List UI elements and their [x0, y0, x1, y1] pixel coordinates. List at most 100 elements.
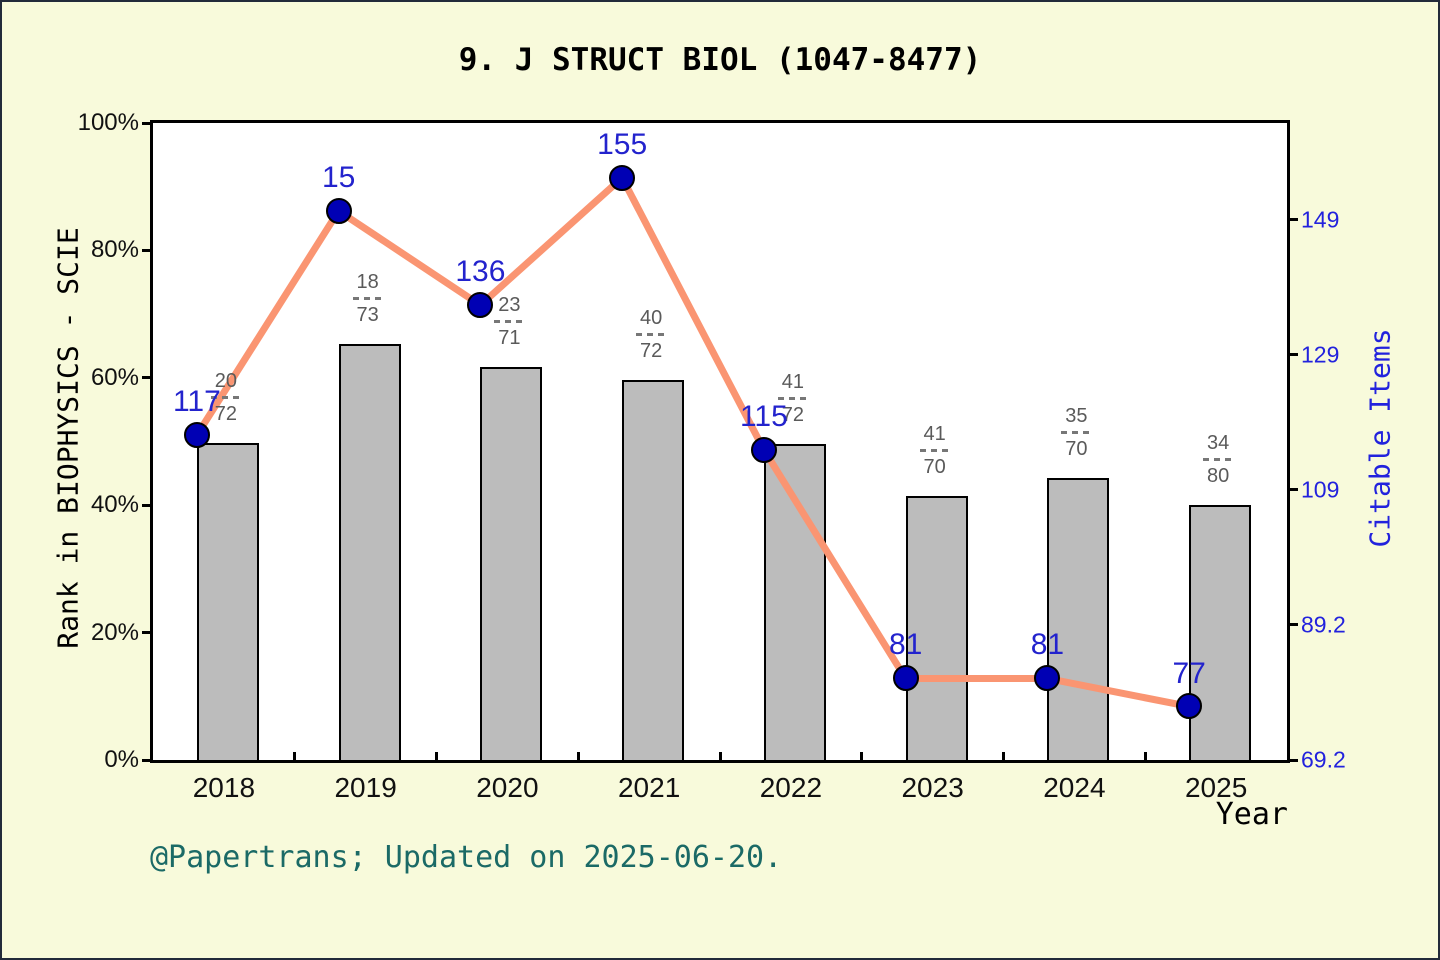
left-axis-tick-label: 20% — [90, 618, 139, 646]
line-point-2021 — [609, 164, 636, 191]
right-axis-tick — [1290, 758, 1298, 762]
left-axis-tick — [142, 248, 150, 252]
bar-2021 — [622, 380, 685, 760]
x-axis-tick — [860, 752, 864, 760]
footer-credit: @Papertrans; Updated on 2025-06-20. — [150, 840, 783, 875]
bar-fraction-label-2018: 20 72 — [210, 369, 241, 425]
fraction-numerator: 18 — [356, 270, 379, 293]
x-axis-tick-label-2025: 2025 — [1184, 772, 1248, 803]
x-axis-tick-label-2021: 2021 — [617, 772, 681, 803]
x-axis-tick — [293, 752, 297, 760]
bar-2024 — [1047, 478, 1110, 760]
fraction-numerator: 41 — [781, 370, 804, 393]
chart-title: 9. J STRUCT BIOL (1047-8477) — [458, 42, 982, 78]
x-axis-tick-label-2023: 2023 — [901, 772, 964, 803]
left-axis-tick-label: 0% — [104, 746, 139, 773]
right-axis-tick-label: 129 — [1301, 341, 1340, 368]
bar-fraction-label-2021: 40 72 — [636, 307, 667, 363]
line-point-label-2025: 77 — [1172, 656, 1206, 690]
fraction-denominator: 72 — [640, 340, 663, 363]
line-point-2025 — [1176, 693, 1203, 720]
x-axis-tick — [1143, 752, 1147, 760]
line-point-label-2021: 155 — [597, 127, 648, 161]
fraction-denominator: 70 — [923, 456, 946, 479]
x-axis-tick — [718, 752, 722, 760]
right-axis-tick — [1290, 353, 1298, 357]
bar-fraction-label-2025: 34 80 — [1203, 432, 1234, 488]
left-axis-tick — [142, 631, 150, 635]
fraction-divider — [919, 449, 950, 453]
left-axis-tick — [142, 758, 150, 762]
left-axis-tick-label: 40% — [90, 491, 139, 519]
line-point-label-2023: 81 — [888, 628, 923, 662]
fraction-denominator: 70 — [1065, 438, 1088, 461]
fraction-divider — [494, 319, 525, 323]
line-point-label-2024: 81 — [1030, 628, 1065, 662]
fraction-divider — [1203, 458, 1234, 462]
line-point-2023 — [892, 665, 919, 692]
fraction-numerator: 40 — [640, 307, 663, 330]
line-point-label-2019: 15 — [321, 160, 356, 194]
right-axis-tick — [1290, 623, 1298, 627]
left-axis-tick — [142, 121, 150, 125]
bar-2025 — [1189, 505, 1252, 760]
bar-fraction-label-2022: 41 72 — [777, 370, 808, 426]
left-axis-tick-label: 100% — [77, 109, 139, 136]
fraction-numerator: 34 — [1207, 432, 1230, 455]
bar-2019 — [338, 343, 401, 760]
x-axis-tick — [576, 752, 580, 760]
bar-fraction-label-2019: 18 73 — [352, 270, 383, 326]
x-axis-tick-label-2020: 2020 — [476, 772, 539, 803]
bar-2018 — [196, 442, 259, 760]
left-axis-tick-label: 80% — [90, 236, 139, 264]
right-axis-tick-label: 109 — [1301, 476, 1340, 503]
x-axis-tick — [1002, 752, 1005, 760]
fraction-denominator: 73 — [356, 303, 379, 326]
line-point-label-2020: 136 — [455, 255, 506, 289]
bar-fraction-label-2020: 23 71 — [494, 293, 525, 349]
right-axis-tick-label: 69.2 — [1301, 746, 1346, 773]
right-axis-tick-label: 89.2 — [1301, 611, 1346, 638]
fraction-divider — [352, 296, 383, 300]
left-axis-title: Rank in BIOPHYSICS - SCIE — [51, 227, 85, 649]
fraction-denominator: 71 — [498, 326, 521, 349]
fraction-numerator: 23 — [498, 293, 521, 316]
right-axis-title: Citable Items — [1363, 328, 1397, 548]
bar-2023 — [905, 496, 968, 760]
bar-fraction-label-2023: 41 70 — [919, 423, 950, 479]
bar-2020 — [480, 366, 543, 760]
left-axis-tick — [142, 503, 150, 507]
left-axis-tick-label: 60% — [90, 363, 139, 391]
right-axis-tick — [1290, 488, 1298, 492]
fraction-denominator: 72 — [781, 403, 804, 426]
x-axis-tick-label-2022: 2022 — [759, 772, 823, 803]
x-axis-tick-label-2019: 2019 — [334, 772, 397, 803]
fraction-numerator: 20 — [214, 369, 237, 392]
fraction-divider — [210, 395, 241, 399]
fraction-denominator: 80 — [1207, 465, 1230, 488]
line-point-2018 — [183, 422, 210, 449]
x-axis-tick-label-2024: 2024 — [1043, 772, 1106, 803]
fraction-divider — [636, 333, 667, 337]
line-point-2019 — [325, 197, 352, 224]
bar-fraction-label-2024: 35 70 — [1061, 405, 1092, 461]
fraction-denominator: 72 — [214, 402, 237, 425]
citable-items-line — [193, 174, 1193, 710]
line-point-2024 — [1034, 665, 1061, 692]
plot-area: 20 72 18 73 23 71 40 72 41 72 41 70 35 70 34 80 117 15 136… — [78, 109, 1346, 803]
right-axis-tick — [1290, 218, 1298, 222]
fraction-numerator: 35 — [1065, 405, 1088, 428]
line-point-label-2018: 117 — [172, 385, 221, 419]
right-axis-tick-label: 149 — [1301, 206, 1340, 233]
fraction-divider — [777, 396, 808, 400]
line-point-2022 — [750, 436, 777, 463]
x-axis-title: Year — [1215, 797, 1288, 832]
left-axis-tick — [142, 376, 150, 380]
fraction-divider — [1061, 431, 1092, 435]
fraction-numerator: 41 — [923, 423, 946, 446]
line-point-label-2022: 115 — [739, 399, 788, 433]
line-point-2020 — [467, 292, 494, 319]
x-axis-tick — [435, 752, 438, 760]
x-axis-tick-label-2018: 2018 — [192, 772, 256, 803]
